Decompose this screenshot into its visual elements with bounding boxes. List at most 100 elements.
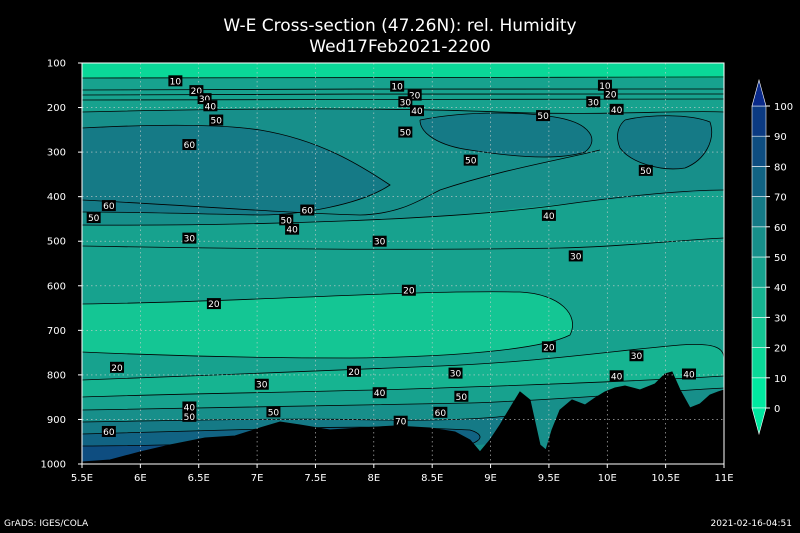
contour-label: 40 xyxy=(285,223,300,236)
colorbar-label: 0 xyxy=(774,404,780,415)
contour-label-bg xyxy=(638,164,653,176)
contour-label-text: 10 xyxy=(599,82,611,92)
humidity-band xyxy=(82,125,390,215)
colorbar-label: 10 xyxy=(774,374,787,385)
contour-label: 10 xyxy=(597,79,612,92)
colorbar-bottom-arrow xyxy=(751,407,767,436)
colorbar-segment xyxy=(751,377,767,409)
contour-label-text: 40 xyxy=(411,107,423,117)
contour-label-text: 40 xyxy=(286,226,298,236)
colorbar-label: 30 xyxy=(774,313,787,324)
colorbar-label: 20 xyxy=(774,344,787,355)
x-tick-label: 7.5E xyxy=(304,473,326,484)
colorbar-segment xyxy=(751,226,767,258)
contour-line xyxy=(82,343,724,381)
contour-label-text: 50 xyxy=(456,393,468,403)
contour-label-bg xyxy=(536,110,551,122)
contour-label: 40 xyxy=(372,387,387,399)
contour-label-bg xyxy=(254,378,269,390)
contour-label-text: 50 xyxy=(640,167,652,177)
contour-label: 50 xyxy=(536,110,551,122)
x-tick-label: 9.5E xyxy=(538,473,560,484)
contour-line xyxy=(82,291,573,359)
contour-label-bg xyxy=(168,75,183,87)
colorbar-segment xyxy=(751,166,767,197)
contour-label-bg xyxy=(372,387,387,399)
x-tick-label: 5.5E xyxy=(71,473,93,484)
contour-line xyxy=(82,149,601,216)
y-tick-label: 700 xyxy=(47,326,66,337)
contour-label-bg xyxy=(390,80,405,92)
contour-label-text: 30 xyxy=(570,252,582,262)
contour-label-bg xyxy=(398,96,413,108)
colorbar-label: 80 xyxy=(774,162,787,173)
contour-label-text: 20 xyxy=(208,300,220,310)
contour-label-bg xyxy=(463,154,478,166)
contour-label-text: 40 xyxy=(184,403,196,413)
contour-line xyxy=(82,189,724,226)
contour-label: 30 xyxy=(197,93,212,105)
colorbar: 0 10 20 30 40 50 60 70 80 90 100 xyxy=(751,78,793,436)
contour-label: 60 xyxy=(101,200,116,212)
contour-label-text: 30 xyxy=(256,381,268,391)
contour-label-bg xyxy=(586,96,601,108)
contour-label-bg xyxy=(182,410,197,422)
contour-label-bg xyxy=(189,85,204,97)
humidity-band xyxy=(82,291,573,358)
contour-label-text: 30 xyxy=(184,235,196,245)
contour-label: 30 xyxy=(182,232,197,245)
contour-label-text: 50 xyxy=(184,413,196,423)
terrain xyxy=(82,371,724,464)
contour-label: 30 xyxy=(629,350,644,362)
contour-label-text: 40 xyxy=(611,372,623,382)
contour-label: 50 xyxy=(279,214,294,226)
contour-label-text: 20 xyxy=(409,92,421,102)
x-tick-label: 6.5E xyxy=(188,473,210,484)
contour-label-text: 20 xyxy=(543,343,555,353)
contour-label: 30 xyxy=(448,367,463,380)
contour-label: 20 xyxy=(110,361,125,374)
contour-line xyxy=(82,124,391,216)
contour-label-bg xyxy=(398,126,413,138)
x-tick-label: 8E xyxy=(367,473,380,484)
colorbar-top-arrow xyxy=(751,78,767,107)
contour-label: 50 xyxy=(398,126,413,139)
x-tick-label: 6E xyxy=(134,473,147,484)
contour-label-bg xyxy=(209,114,224,126)
contour-label-text: 20 xyxy=(111,364,123,374)
x-tick-label: 10.5E xyxy=(651,473,680,484)
chart-title: W-E Cross-section (47.26N): rel. Humidit… xyxy=(223,16,577,36)
x-tick-label: 8.5E xyxy=(421,473,443,484)
contour-label: 20 xyxy=(189,85,204,97)
contour-label-bg xyxy=(300,204,315,216)
contour-label: 50 xyxy=(86,212,101,224)
y-tick-label: 600 xyxy=(47,281,66,292)
contour-label-bg xyxy=(266,406,281,418)
contour-label-bg xyxy=(110,361,125,373)
contour-label-text: 20 xyxy=(191,87,203,97)
contour-label-text: 60 xyxy=(302,207,314,217)
contour-label-text: 50 xyxy=(400,129,412,139)
contour-label-text: 60 xyxy=(184,141,196,151)
contour-label: 60 xyxy=(433,406,448,419)
contour-label: 30 xyxy=(254,378,269,391)
contour-label: 40 xyxy=(681,368,696,380)
colorbar-segment xyxy=(751,347,767,379)
contour-label-bg xyxy=(448,367,463,379)
contour-label-text: 50 xyxy=(465,157,477,167)
chart-subtitle: Wed17Feb2021-2200 xyxy=(309,37,491,57)
credit-text: GrADS: IGES/COLA xyxy=(4,519,89,529)
contour-label-text: 40 xyxy=(543,212,555,222)
contour-label-bg xyxy=(609,370,624,382)
y-tick-label: 400 xyxy=(47,192,66,203)
contour-label: 60 xyxy=(182,139,197,151)
contour-label-text: 60 xyxy=(103,428,115,438)
contour-label: 20 xyxy=(541,341,556,353)
contour-label: 50 xyxy=(266,406,281,418)
contour-line xyxy=(82,426,481,451)
contour-label-text: 20 xyxy=(348,368,360,378)
contour-label-text: 30 xyxy=(199,95,211,105)
contour-label-text: 50 xyxy=(211,117,223,127)
contour-line xyxy=(82,93,724,96)
